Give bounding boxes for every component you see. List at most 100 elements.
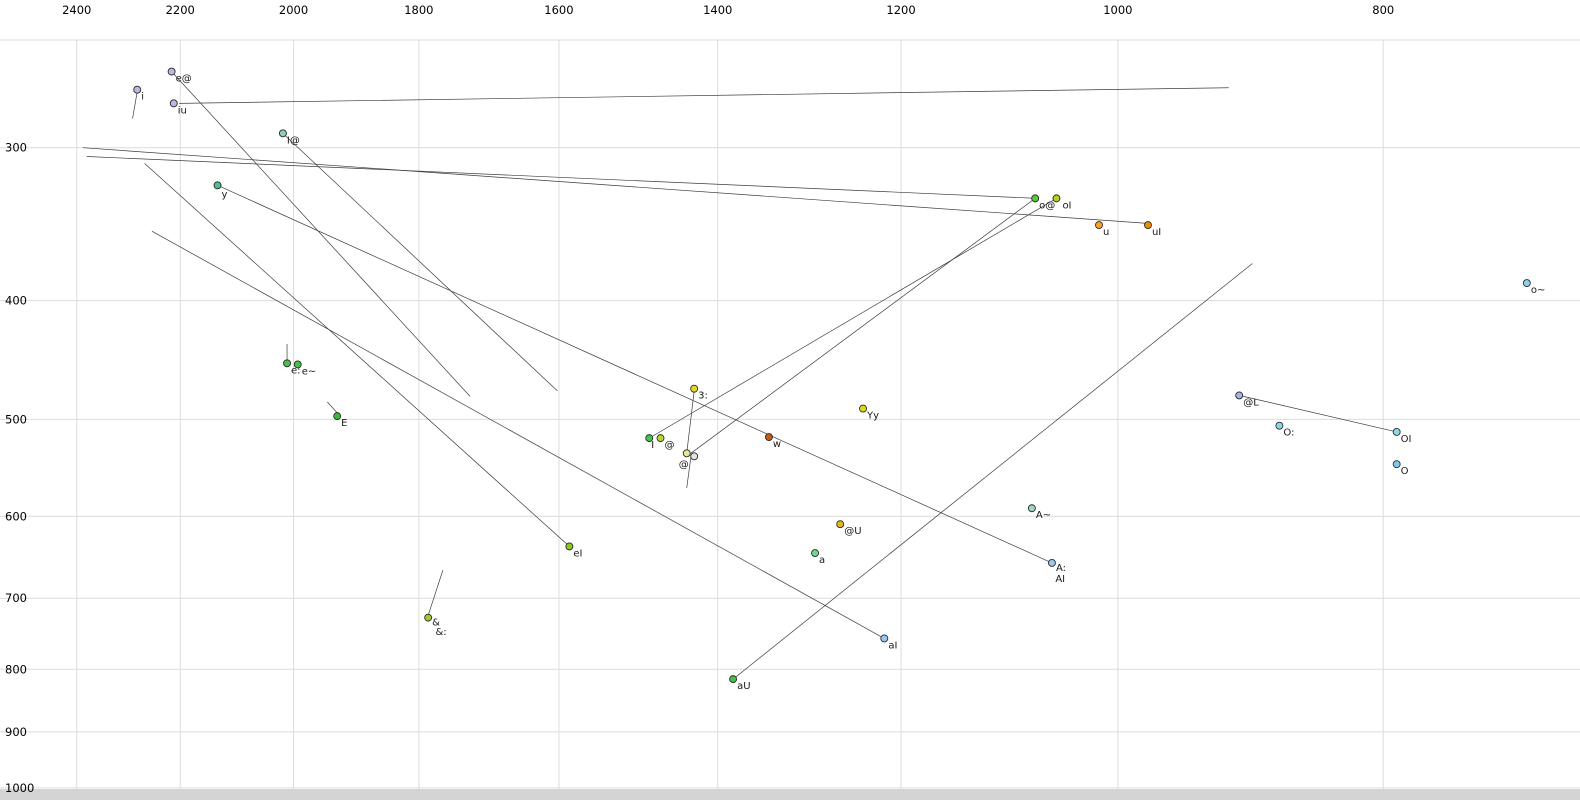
y-tick-label: 800 [5, 662, 27, 676]
vowel-point-oI[interactable] [1052, 194, 1061, 203]
vowel-label: aI [888, 640, 897, 651]
vowel-point-u[interactable] [1095, 221, 1103, 230]
vowel-point-Yy[interactable] [859, 404, 867, 413]
vowel-label: I@ [287, 135, 300, 146]
vowel-point-@[interactable] [682, 449, 691, 458]
vowel-point-i[interactable] [133, 85, 142, 94]
x-tick-label: 2400 [62, 3, 91, 17]
trajectory-line [217, 185, 1053, 564]
y-tick-label: 300 [5, 141, 27, 155]
vowel-point-o@[interactable] [1031, 194, 1040, 203]
x-tick-label: 1000 [1103, 3, 1132, 17]
vowel-label: @ [679, 459, 689, 470]
x-tick-label: 2200 [166, 3, 195, 17]
vowel-point-OI[interactable] [1392, 427, 1401, 436]
x-tick-label: 1600 [544, 3, 573, 17]
x-tick-label: 1200 [886, 3, 915, 17]
y-tick-label: 900 [5, 725, 27, 739]
trajectory-line [690, 198, 1036, 454]
vowel-label: oI [1062, 200, 1071, 211]
vowel-label: e@ [176, 74, 192, 85]
vowel-point-uI[interactable] [1144, 221, 1152, 230]
vowel-label: eI [573, 548, 582, 559]
trajectory-line [144, 163, 570, 547]
x-tick-label: 2000 [279, 3, 308, 17]
trajectory-line [282, 133, 558, 392]
vowel-point-@L[interactable] [1235, 391, 1244, 400]
vowel-label: aU [737, 681, 750, 692]
vowel-point-o~[interactable] [1522, 279, 1531, 288]
vowel-point-O:[interactable] [1275, 421, 1284, 430]
x-tick-label: 1400 [703, 3, 732, 17]
vowel-point-e~[interactable] [293, 360, 302, 369]
grid [0, 39, 1580, 800]
vowel-label: E [341, 418, 347, 429]
vowel-label: I [651, 440, 654, 451]
vowel-point-A~[interactable] [1027, 504, 1036, 513]
vowel-point-y[interactable] [213, 181, 222, 190]
x-tick-label: 1800 [404, 3, 433, 17]
vowel-label: u [1103, 227, 1109, 238]
trajectory-line [179, 87, 1229, 104]
vowel-label: e: [291, 365, 301, 376]
vowel-point-aU[interactable] [729, 675, 738, 684]
trajectory-line [686, 457, 692, 489]
vowel-point-a[interactable] [811, 549, 819, 558]
trajectory-lines [82, 71, 1397, 680]
annotation-label: AI [1055, 574, 1065, 585]
vowel-point-aI[interactable] [880, 634, 889, 643]
vowel-point-O[interactable] [1392, 460, 1401, 469]
vowel-label: OI [1401, 434, 1412, 445]
vowel-point-A:[interactable] [1047, 558, 1056, 567]
vowel-label: uI [1152, 227, 1161, 238]
vowel-point-E[interactable] [333, 412, 342, 421]
vowel-label: @ [665, 440, 675, 451]
y-tick-label: 600 [5, 509, 27, 523]
vowel-point-I@[interactable] [278, 129, 287, 138]
vowel-point-@[interactable] [656, 434, 665, 443]
trajectory-line [82, 147, 1151, 224]
vowel-label: o@ [1039, 200, 1055, 211]
y-tick-label: 500 [5, 412, 27, 426]
vowel-label: Yy [866, 411, 879, 422]
vowel-label: A: [1056, 563, 1066, 574]
x-tick-label: 800 [1372, 3, 1394, 17]
vowel-label: O [1401, 466, 1409, 477]
y-tick-label: 700 [5, 591, 27, 605]
vowel-label: a [819, 555, 825, 566]
vowel-label: iu [178, 105, 187, 116]
vowel-label: 3: [698, 391, 708, 402]
vowel-label: e~ [302, 366, 317, 377]
vowel-point-3:[interactable] [690, 384, 699, 393]
vowel-label: O: [1283, 428, 1294, 439]
vowel-point-w[interactable] [764, 433, 773, 442]
vowel-point-e@[interactable] [167, 67, 176, 76]
y-tick-label: 400 [5, 294, 27, 308]
vowel-label: y [222, 189, 228, 200]
vowel-label: A~ [1036, 510, 1051, 521]
vowel-point-I[interactable] [645, 434, 654, 443]
trajectory-line [171, 71, 471, 397]
y-tick-label: 1000 [5, 781, 34, 795]
trajectory-line [427, 570, 444, 616]
axis-ticks: 2400 2200 2000 1800 1600 1400 1200 1000 800 300 40… [5, 3, 1394, 795]
vowel-point-e:[interactable] [283, 359, 291, 368]
vowel-label: w [773, 439, 781, 450]
vowel-label: & [432, 618, 440, 629]
vowel-point[interactable] [690, 452, 699, 461]
bottom-strip [0, 789, 1580, 800]
vowel-point-eI[interactable] [565, 542, 574, 551]
trajectory-line [686, 390, 695, 454]
trajectory-line [151, 230, 885, 639]
vowel-label: i [141, 92, 144, 103]
vowel-point-iu[interactable] [169, 99, 178, 108]
trajectory-line [86, 156, 1038, 199]
vowel-label: @L [1243, 397, 1259, 408]
annotation-label: &: [435, 627, 446, 638]
vowel-point-@U[interactable] [836, 520, 845, 529]
vowel-point-&[interactable] [424, 613, 433, 622]
